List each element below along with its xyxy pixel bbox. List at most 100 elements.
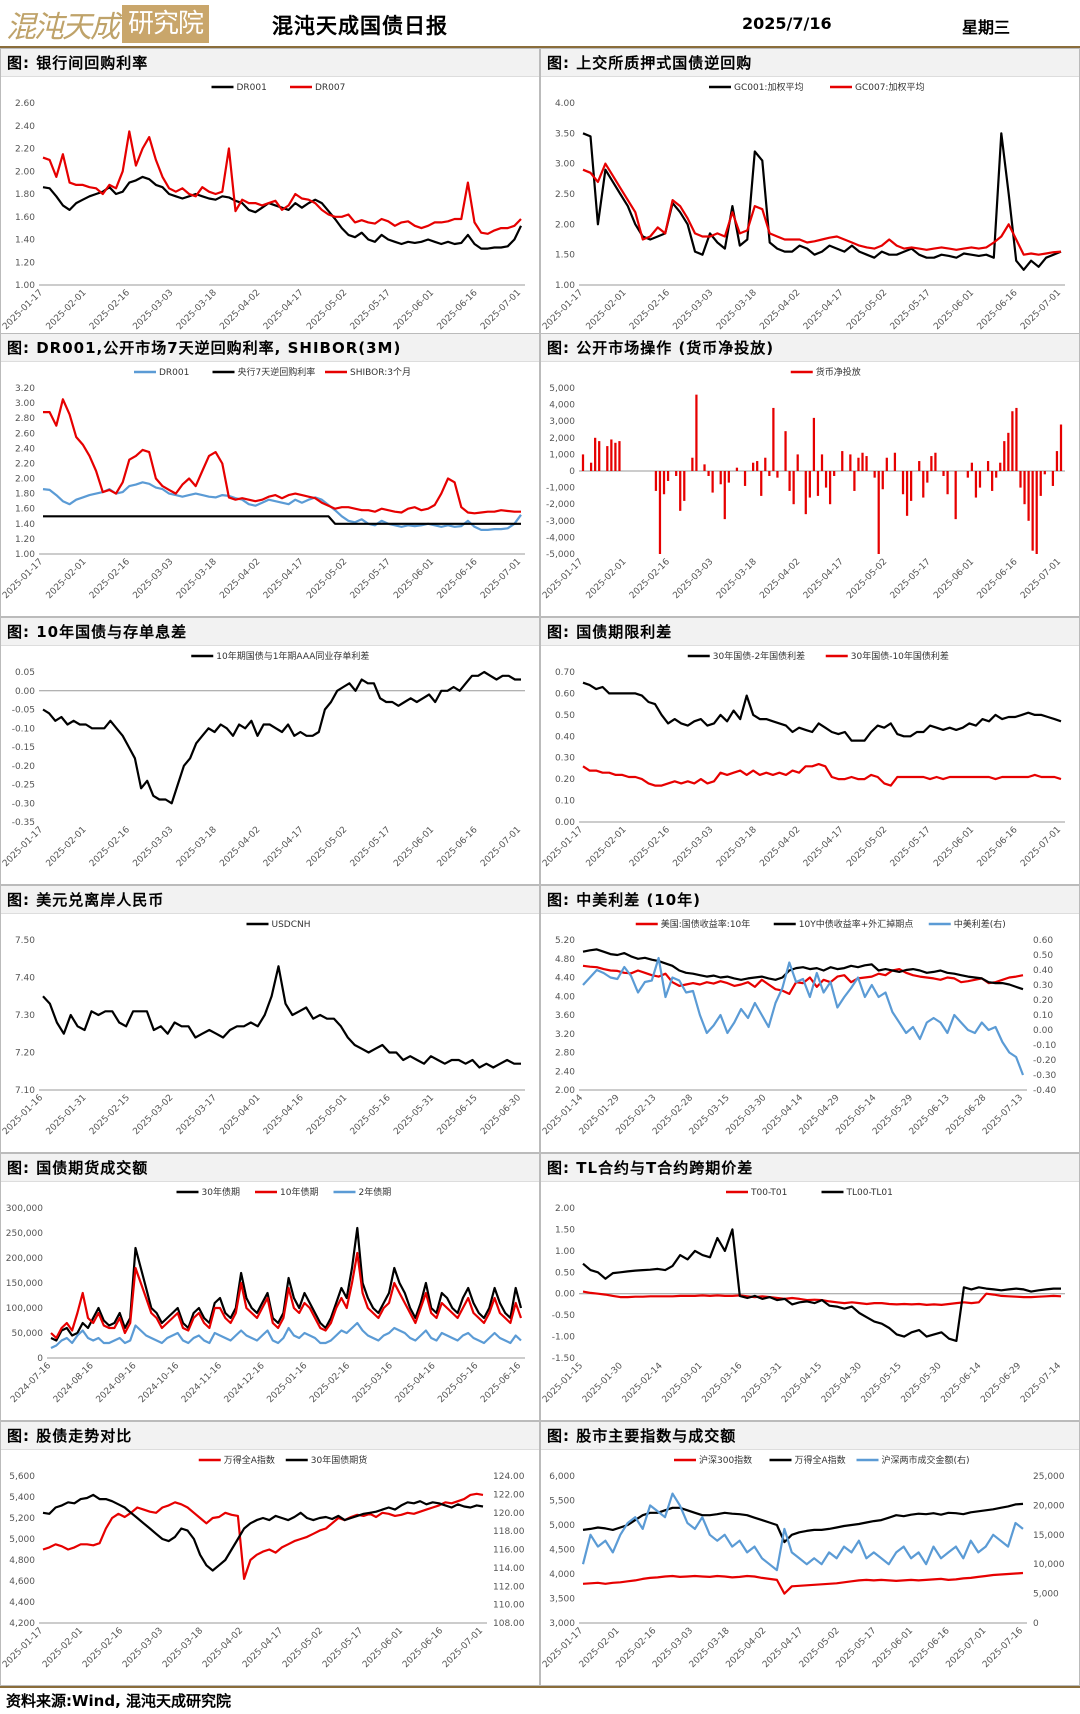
x-tick-label: 2025-04-02 <box>758 557 802 601</box>
series-line <box>42 175 522 250</box>
y-tick-label: -0.30 <box>12 799 36 809</box>
x-tick-label: 2025-07-01 <box>1019 825 1063 869</box>
x-tick-label: 2025-05-16 <box>349 1093 393 1137</box>
legend: DR001 DR007 <box>211 83 345 93</box>
bar <box>1007 432 1010 471</box>
y-tick-label: -1,000 <box>546 484 575 494</box>
y-right-tick-label: -0.30 <box>1033 1071 1057 1081</box>
chart-title: 图: 股债走势对比 <box>1 1422 539 1450</box>
bar <box>735 467 739 471</box>
chart-panel-c1: 图: 银行间回购利率 DR001 DR007 2.60 2.40 2.20 2.00 1.80… <box>0 48 540 348</box>
y-tick-label: 3.00 <box>15 399 35 409</box>
y-tick-label: 100,000 <box>6 1304 43 1314</box>
bar <box>703 464 706 471</box>
x-tick-label: 2025-01-17 <box>1 557 45 601</box>
legend-label: 10Y中债收益率+外汇掉期点 <box>799 918 914 930</box>
x-tick-label: 2025-04-16 <box>262 1093 306 1137</box>
bar <box>666 471 670 481</box>
x-tick-label: 2025-01-17 <box>541 288 585 332</box>
x-tick-label: 2025-02-01 <box>585 288 629 332</box>
x-tick-label: 2025-06-16 <box>401 1626 445 1670</box>
x-tick-label: 2025-05-16 <box>436 1361 480 1405</box>
y-right-tick-label: -0.10 <box>1033 1041 1057 1051</box>
bar <box>885 457 888 471</box>
y-tick-label: 1.50 <box>555 1225 575 1235</box>
legend: 10年期国债与1年期AAA同业存单利差 <box>191 650 369 662</box>
bar <box>930 456 933 471</box>
y-right-tick-label: 116.00 <box>493 1546 525 1556</box>
x-tick-label: 2025-04-15 <box>780 1361 824 1405</box>
x-tick-label: 2024-07-16 <box>9 1361 53 1405</box>
y-right-tick-label: 108.00 <box>493 1619 525 1629</box>
x-tick-label: 2025-02-01 <box>45 288 89 332</box>
series-line <box>42 1492 484 1580</box>
bar <box>743 471 747 486</box>
y-tick-label: 1.40 <box>15 520 35 530</box>
series-line <box>582 956 1025 1076</box>
x-tick-label: 2025-05-02 <box>305 557 349 601</box>
series-line <box>582 964 1024 996</box>
chart-svg-c8: 美国:国债收益率:10年 10Y中债收益率+外汇掉期点 中美利差(右) 5.20 4.8… <box>541 918 1057 1137</box>
y-tick-label: 0.50 <box>555 711 575 721</box>
chart-title: 图: 国债期限利差 <box>541 618 1079 646</box>
x-tick-label: 2025-07-01 <box>1019 288 1063 332</box>
bar <box>662 471 666 495</box>
chart-panel-c7: 图: 美元兑离岸人民币 USDCNH 7.50 7.40 7.30 7.20 7.10 202… <box>0 885 540 1153</box>
legend: 美国:国债收益率:10年 10Y中债收益率+外汇掉期点 中美利差(右) <box>635 918 1006 930</box>
chart-title: 图: 国债期货成交额 <box>1 1154 539 1182</box>
y-tick-label: 0 <box>37 1354 43 1364</box>
logo-text: 混沌天成 <box>6 10 120 45</box>
chart-title: 图: 股市主要指数与成交额 <box>541 1422 1079 1450</box>
y-tick-label: 0.40 <box>555 732 575 742</box>
legend-label: 30年债期 <box>202 1186 240 1198</box>
y-tick-label: 5,000 <box>9 1535 35 1545</box>
bar <box>833 471 836 476</box>
legend-label: 美国:国债收益率:10年 <box>661 918 751 930</box>
y-tick-label: 4,600 <box>9 1577 35 1587</box>
chart-title: 图: 公开市场操作 (货币净投放) <box>541 334 1079 362</box>
bar <box>776 471 779 478</box>
x-tick-label: 2025-03-18 <box>175 825 219 869</box>
bar <box>772 407 775 471</box>
y-right-tick-label: 110.00 <box>493 1601 525 1611</box>
y-tick-label: 1.00 <box>555 281 575 291</box>
y-tick-label: 4.00 <box>555 99 575 109</box>
x-tick-label: 2025-02-16 <box>308 1361 352 1405</box>
y-tick-label: 4,200 <box>9 1619 35 1629</box>
y-tick-label: 2.40 <box>555 1067 575 1077</box>
x-tick-label: 2025-02-16 <box>88 288 132 332</box>
bar <box>1039 471 1042 496</box>
bar <box>905 471 909 516</box>
series-line <box>582 762 1062 787</box>
x-tick-label: 2025-01-31 <box>45 1093 89 1137</box>
x-tick-label: 2025-05-01 <box>305 1093 349 1137</box>
legend-label: T00-T01 <box>750 1188 787 1198</box>
report-weekday: 星期三 <box>962 18 1011 37</box>
chart-svg-c4: 货币净投放 5,000 4,000 3,000 2,000 1,000 0 -1,000 -2,… <box>541 366 1065 601</box>
bar <box>675 471 678 476</box>
bar <box>598 441 601 471</box>
y-tick-label: 2,000 <box>549 434 575 444</box>
x-tick-label: 2024-10-16 <box>137 1361 181 1405</box>
x-tick-label: 2025-03-18 <box>175 557 219 601</box>
x-tick-label: 2025-06-14 <box>939 1361 983 1405</box>
chart-svg-c10: T00-T01 TL00-TL01 2.00 1.50 1.00 0.50 0.00 -0.5… <box>541 1188 1065 1405</box>
x-tick-label: 2024-11-16 <box>180 1361 224 1405</box>
x-tick-label: 2025-05-17 <box>349 557 393 601</box>
chart-title: 图: 10年国债与存单息差 <box>1 618 539 646</box>
y-tick-label: 2.00 <box>15 475 35 485</box>
x-tick-label: 2025-03-18 <box>175 288 219 332</box>
bar <box>966 471 969 478</box>
bar <box>1051 471 1055 486</box>
y-tick-label: 4,000 <box>549 401 575 411</box>
bar <box>804 471 807 515</box>
series-line <box>582 162 1062 256</box>
x-tick-label: 2025-05-02 <box>845 825 889 869</box>
y-tick-label: 1.00 <box>15 281 35 291</box>
report-header: 混沌天成 研究院 混沌天成国债日报 2025/7/16 星期三 <box>0 0 1080 48</box>
bar <box>812 417 816 471</box>
x-tick-label: 2025-04-17 <box>802 288 846 332</box>
bar <box>942 471 945 476</box>
x-tick-label: 2025-06-16 <box>976 825 1020 869</box>
chart-title: 图: 美元兑离岸人民币 <box>1 886 539 914</box>
